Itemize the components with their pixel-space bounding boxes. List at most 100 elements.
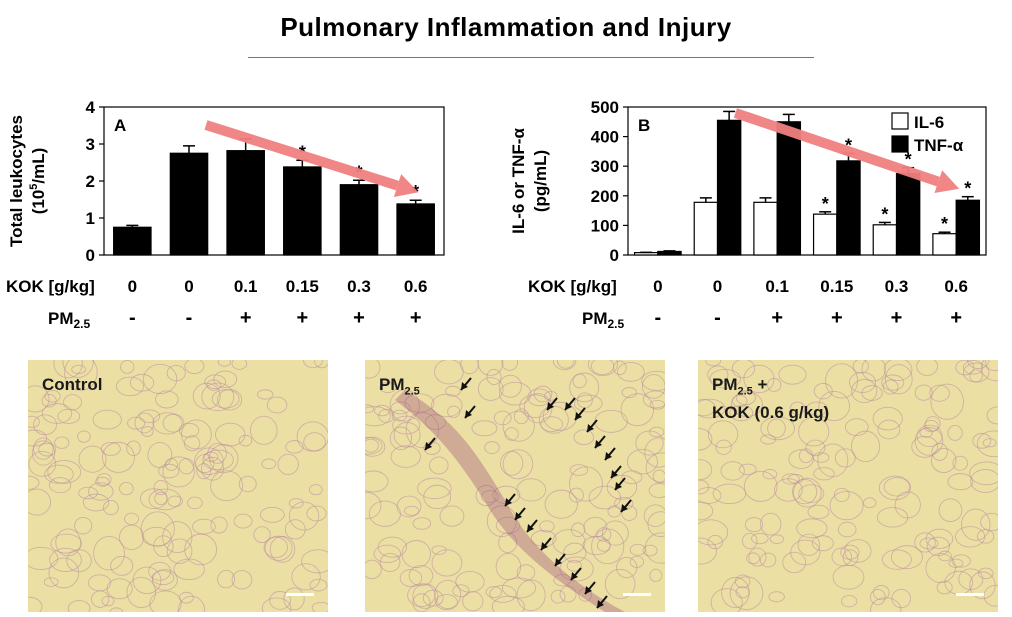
injury-arrowhead [555,558,562,566]
alveolus [365,360,381,379]
bar [283,166,322,256]
cytokine-chart: 0 100 200 300 400 500 IL-6 or TNF-α (pg/mL) B 0 - 0… [509,98,987,331]
pm-treatment-label: + [891,307,903,329]
alveolus [119,481,134,496]
alveolus [67,600,91,612]
alveolus [891,588,912,609]
alveolus [78,486,98,500]
pm-treatment-label: + [771,307,783,329]
injury-arrowhead [611,470,618,478]
alveolus [412,517,432,530]
alveolus [720,461,745,481]
alveolus [166,538,193,564]
alveolus [405,412,440,449]
alveolus [914,384,933,401]
alveolus [379,552,401,572]
alveolus [423,484,452,510]
alveolus [434,579,462,609]
alveolus [872,584,890,601]
alveolus [288,501,320,531]
panel-label: Control [42,375,103,394]
alveolus [153,480,169,496]
alveolus [417,477,452,500]
alveolus [484,441,500,455]
alveolus [837,521,857,538]
alveolus [178,591,194,604]
alveolus [552,360,577,371]
alveolus [735,390,756,406]
histology-panel-pm25-kok: PM2.5 + KOK (0.6 g/kg) [698,360,998,612]
alveolus [132,566,162,595]
bar [955,199,981,256]
alveolus [730,391,763,417]
alveolus [792,477,822,508]
alveolus [269,591,291,610]
alveolus [635,430,664,456]
alveolus [88,482,114,501]
x-tick-label: 0 [128,277,137,296]
alveolus [527,388,552,407]
alveolus [729,576,764,611]
alveolus [931,442,948,461]
alveolus [644,437,665,468]
alveolus [141,526,172,547]
alveolus [709,368,741,389]
pm-treatment-label: - [714,307,721,329]
alveolus [365,438,379,453]
alveolus [277,453,299,475]
alveolus [231,570,253,590]
alveolus [256,389,274,400]
alveolus [149,590,182,612]
alveolus [705,360,722,367]
alveolus [980,360,998,382]
injury-arrowhead [425,442,432,450]
alveolus [972,433,992,449]
alveolus [641,374,665,399]
alveolus [881,549,912,570]
alveolus [38,442,57,457]
alveolus [62,360,94,378]
x-tick-label: 0.3 [347,277,371,296]
y-tick-label: 3 [86,135,95,154]
y-axis-label-line1: IL-6 or TNF-α [509,128,528,234]
alveolus [768,591,785,603]
alveolus [568,487,584,503]
alveolus [408,565,434,587]
histology-panel-pm25: PM2.5 [365,360,665,612]
alveolus [66,549,92,573]
bar [932,233,957,256]
alveolus [54,436,70,449]
alveolus [773,478,803,502]
alveolus [115,376,144,397]
x-tick-label: 0 [653,277,662,296]
alveolus [216,389,243,411]
alveolus [206,379,222,391]
alveolus [110,555,134,576]
alveolus [732,394,748,408]
bar [716,119,742,256]
alveolus [269,535,296,563]
alveolus [602,520,629,546]
alveolus [916,360,938,376]
alveolus [138,409,161,424]
alveolus [550,589,566,604]
scale-bar [623,593,651,596]
alveolus [158,463,180,479]
alveolus [55,528,82,557]
alveolus [178,595,205,612]
alveolus [393,421,421,448]
alveolus [970,468,998,493]
legend-label: TNF-α [914,136,964,155]
significance-marker: * [905,150,912,170]
alveolus [231,360,248,370]
alveolus [833,487,850,502]
alveolus [365,436,386,457]
alveolus [818,390,851,422]
alveolus [832,564,865,590]
bar [812,213,838,256]
alveolus [982,438,997,448]
alveolus [566,559,583,572]
alveolus [365,436,383,455]
alveolus [707,420,739,449]
alveolus [923,419,939,433]
